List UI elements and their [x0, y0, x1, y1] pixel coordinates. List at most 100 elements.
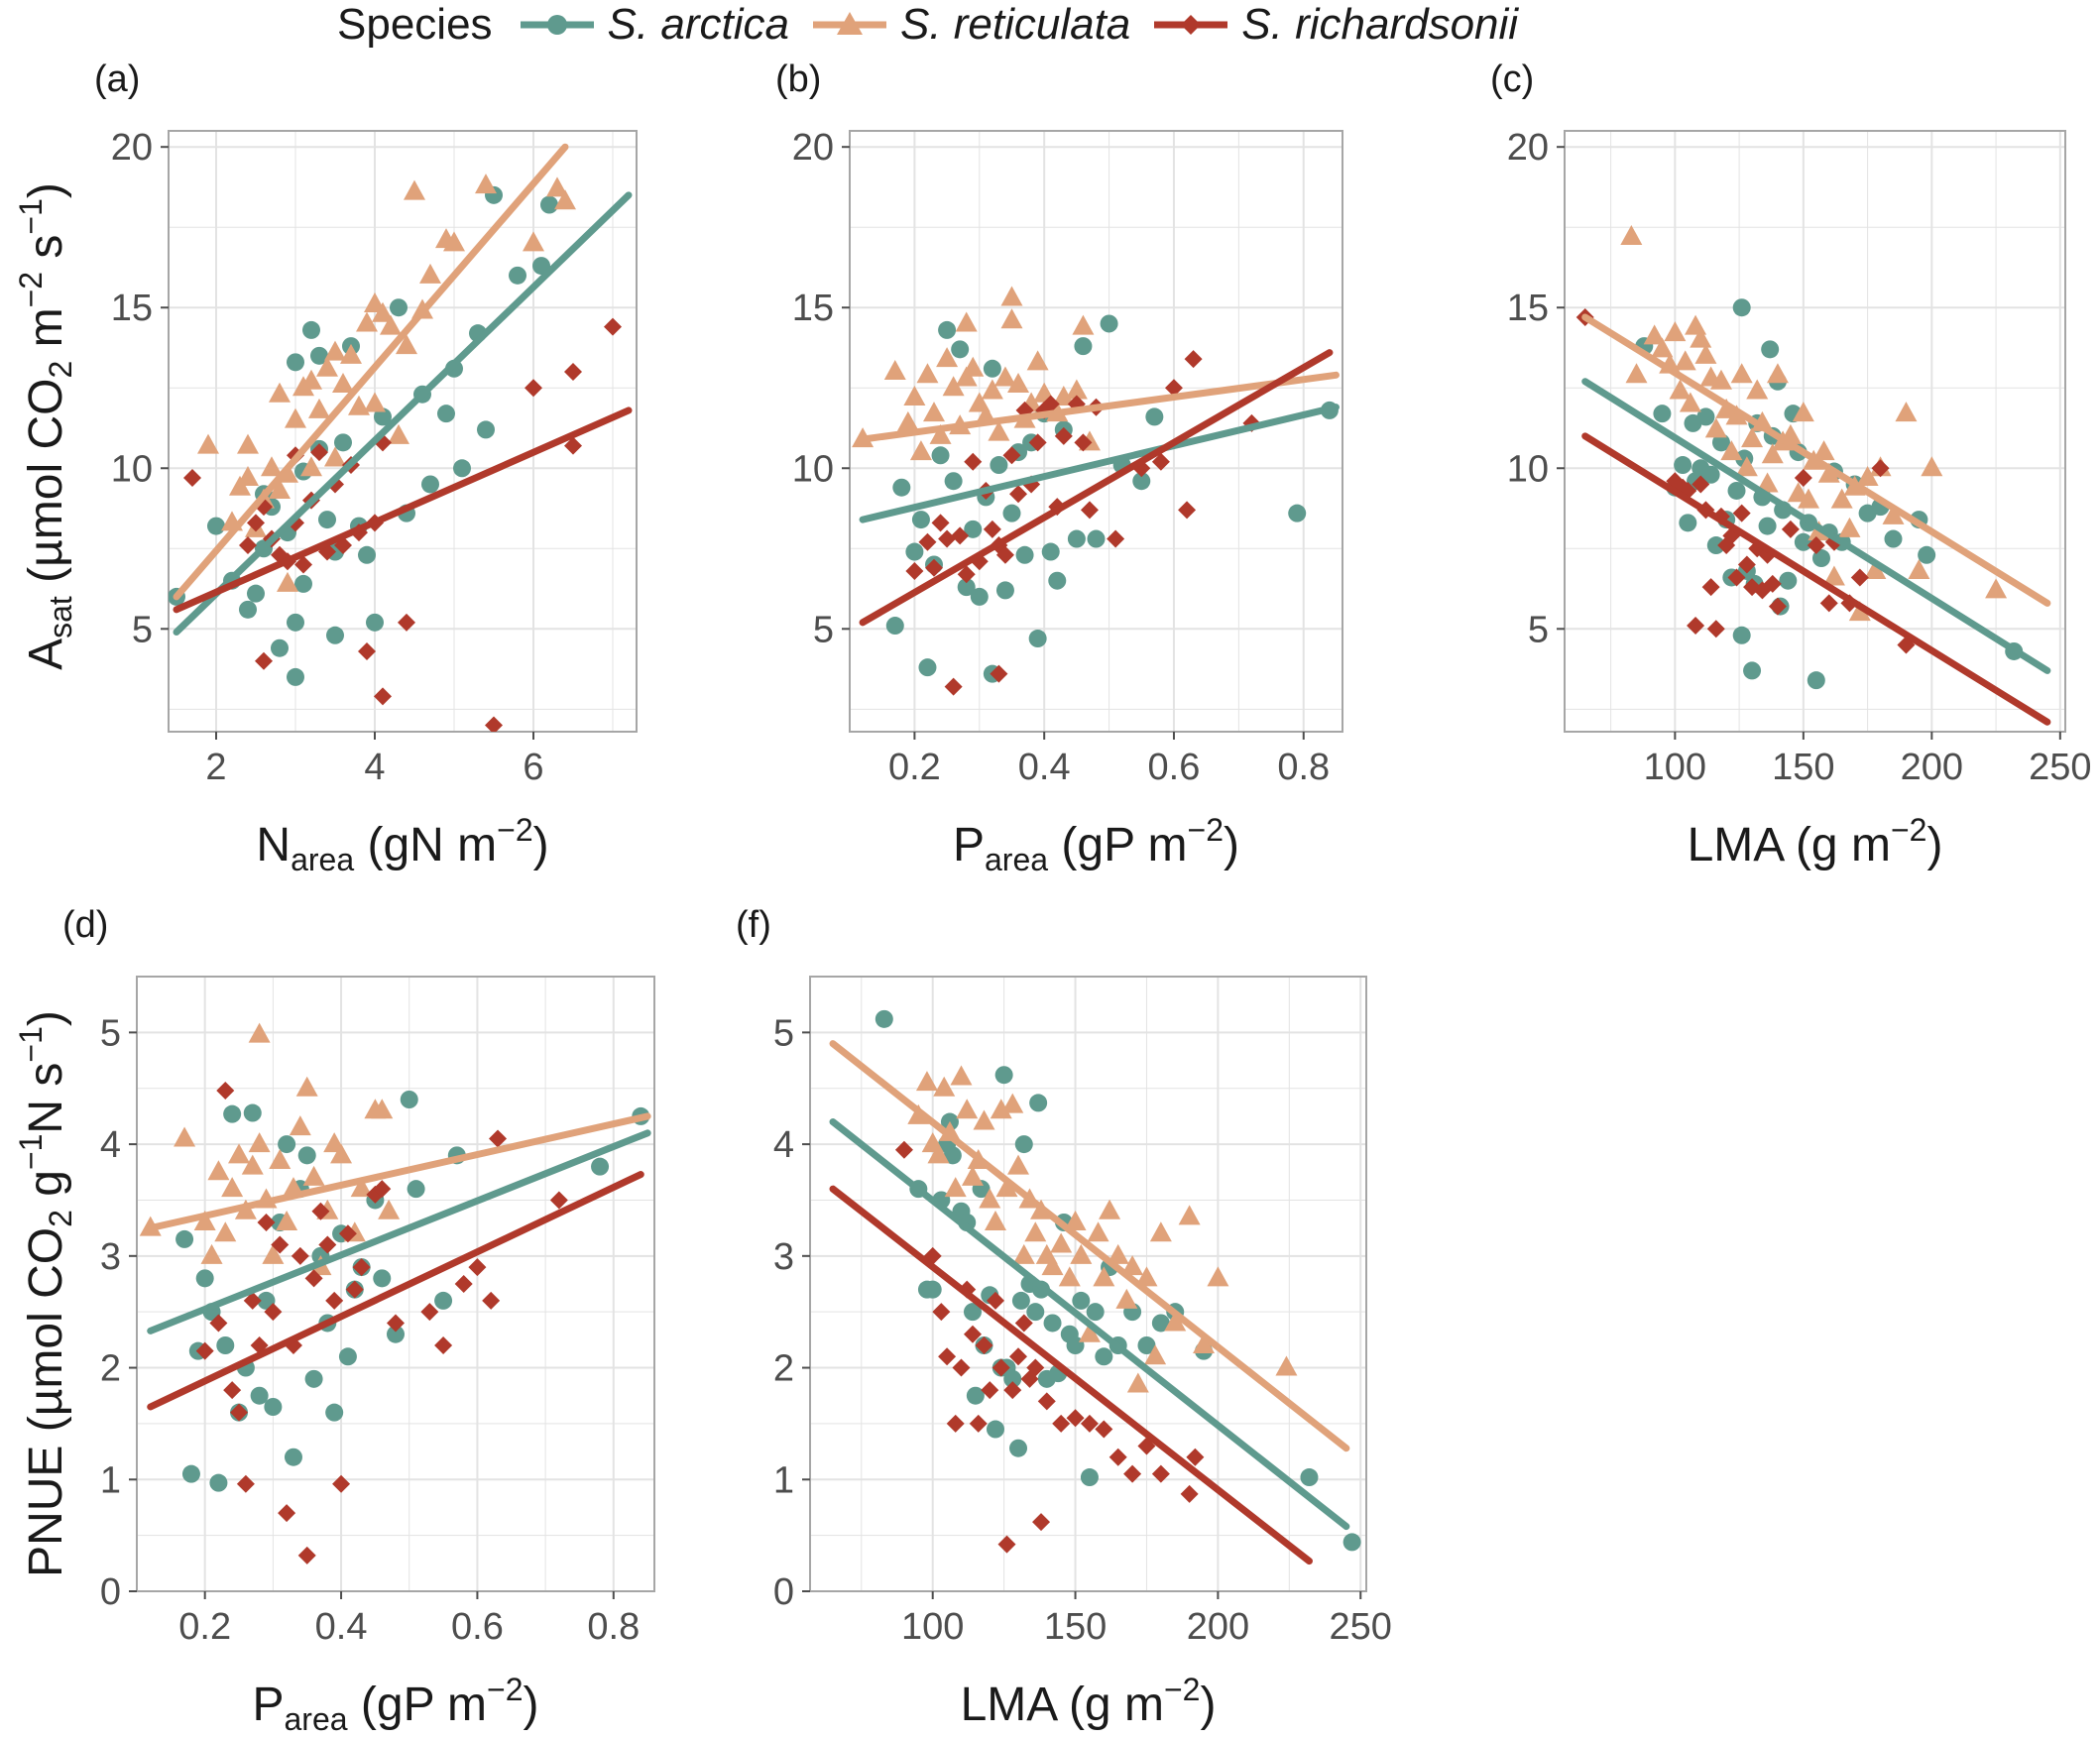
x-tick-label: 0.8 — [587, 1606, 640, 1648]
data-point — [1164, 379, 1183, 398]
x-tick-label: 0.6 — [451, 1606, 504, 1648]
grid — [136, 976, 654, 1592]
panel-label: (f) — [736, 904, 771, 946]
series-s-reticulata — [907, 1065, 1298, 1393]
data-point — [239, 600, 257, 619]
data-point — [325, 1403, 344, 1422]
data-point — [248, 1132, 271, 1153]
x-tick-label: 4 — [364, 747, 385, 788]
data-point — [1178, 1205, 1201, 1225]
data-point — [482, 1291, 501, 1310]
data-point — [1080, 1414, 1099, 1433]
data-point — [963, 1325, 982, 1343]
data-point — [241, 1154, 264, 1175]
y-tick-label: 3 — [100, 1236, 121, 1278]
data-point — [1692, 475, 1710, 494]
data-point — [1072, 314, 1095, 335]
data-point — [549, 1191, 568, 1210]
data-point — [1007, 1154, 1030, 1175]
y-tick-label: 5 — [773, 1012, 794, 1054]
data-point — [969, 1414, 988, 1433]
series-s-richardsonii — [183, 317, 622, 732]
x-axis-label: Parea (gP m−2) — [252, 1672, 538, 1737]
panel-border — [136, 976, 655, 1592]
data-point — [525, 379, 542, 398]
series-s-richardsonii — [894, 1140, 1205, 1554]
data-point — [358, 641, 376, 660]
data-point — [250, 1386, 269, 1405]
data-point — [228, 1143, 251, 1164]
data-point — [1674, 456, 1692, 475]
data-point — [197, 433, 219, 454]
x-tick-label: 0.4 — [315, 1606, 368, 1648]
fit-line-s-reticulata — [859, 371, 1340, 443]
data-point — [1766, 363, 1789, 384]
data-point — [1024, 1221, 1047, 1242]
data-point — [1186, 1448, 1205, 1466]
data-point — [1052, 385, 1075, 406]
data-point — [291, 1246, 309, 1265]
legend-label: S. richardsonii — [1241, 0, 1519, 49]
data-point — [1107, 529, 1125, 548]
data-point — [295, 1076, 318, 1097]
y-tick-label: 4 — [773, 1124, 794, 1166]
y-tick-label: 1 — [100, 1459, 121, 1501]
data-point — [1921, 456, 1943, 477]
data-point — [923, 1280, 942, 1299]
fit-line-s-reticulata — [147, 1112, 651, 1232]
data-point — [1014, 1135, 1033, 1154]
data-point — [1000, 286, 1023, 306]
data-point — [1732, 626, 1751, 644]
panel-label: (b) — [775, 58, 821, 100]
data-point — [398, 613, 415, 632]
data-point — [933, 1076, 956, 1097]
data-point — [1048, 571, 1067, 590]
data-point — [1028, 630, 1047, 648]
data-point — [1074, 433, 1093, 452]
data-point — [485, 716, 503, 732]
data-point — [387, 1325, 405, 1343]
data-point — [278, 1504, 296, 1523]
data-point — [378, 1199, 401, 1219]
y-tick-label: 3 — [773, 1236, 794, 1278]
data-point — [997, 1535, 1016, 1554]
data-point — [918, 532, 937, 551]
data-point — [287, 667, 304, 686]
x-tick-label: 200 — [1187, 1606, 1249, 1648]
data-point — [326, 626, 344, 644]
panel-label: (d) — [62, 904, 108, 946]
data-point — [1664, 321, 1687, 342]
data-point — [223, 1104, 242, 1123]
data-point — [1107, 1243, 1129, 1264]
data-point — [929, 423, 952, 444]
data-point — [985, 1211, 1006, 1230]
data-point — [374, 687, 392, 706]
data-point — [1000, 308, 1023, 329]
data-point — [278, 1135, 296, 1154]
data-point — [434, 1291, 453, 1310]
fit-line-s-richardsonii — [147, 1171, 644, 1411]
y-tick-label: 0 — [100, 1571, 121, 1613]
data-point — [434, 1336, 453, 1354]
data-point — [1706, 620, 1725, 638]
data-point — [1144, 1344, 1167, 1365]
legend-entry-arctica: S. arctica — [519, 0, 789, 50]
data-point — [604, 317, 622, 336]
data-point — [1011, 1291, 1030, 1310]
data-point — [938, 529, 957, 548]
data-point — [995, 1177, 1018, 1198]
data-point — [875, 1009, 893, 1028]
data-point — [1126, 1372, 1149, 1393]
data-point — [1794, 532, 1812, 551]
data-point — [1884, 529, 1903, 548]
data-point — [994, 1066, 1013, 1085]
data-point — [195, 1341, 214, 1360]
data-point — [271, 638, 289, 657]
data-point — [348, 395, 370, 415]
data-point — [957, 578, 976, 597]
data-point — [1072, 1291, 1091, 1310]
data-point — [509, 266, 526, 285]
legend: Species S. arctica S. reticulata S. rich… — [337, 0, 1540, 50]
data-point — [909, 440, 932, 461]
x-tick-label: 200 — [1901, 747, 1963, 788]
